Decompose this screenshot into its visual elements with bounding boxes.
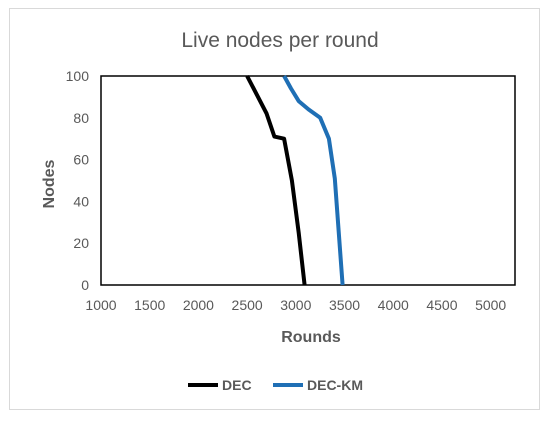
series-lines: [245, 75, 345, 286]
y-tick-label: 80: [73, 110, 89, 126]
tick-labels: 1000 1500 2000 2500 3000 3500 4000 4500 5000 0 20 4…: [66, 68, 507, 313]
x-tick-label: 1500: [134, 297, 165, 313]
x-tick-label: 3500: [329, 297, 360, 313]
x-tick-label: 1000: [85, 297, 116, 313]
x-tick-label: 2500: [232, 297, 263, 313]
y-axis-title: Nodes: [41, 159, 58, 208]
legend-label: DEC-KM: [307, 377, 363, 393]
x-axis-title: Rounds: [281, 329, 341, 346]
x-tick-label: 3000: [280, 297, 311, 313]
series-line-0: [245, 75, 307, 286]
y-tick-label: 60: [73, 152, 89, 168]
y-tick-label: 100: [66, 68, 90, 84]
plot-area: [100, 75, 516, 286]
line-chart: Live nodes per round 1000 1500 2000 2500 300…: [41, 29, 516, 393]
legend: DEC DEC-KM: [188, 377, 363, 393]
y-tick-label: 0: [81, 277, 89, 293]
x-tick-label: 4000: [378, 297, 409, 313]
chart-frame: Live nodes per round 1000 1500 2000 2500 300…: [9, 8, 540, 410]
chart-title: Live nodes per round: [181, 29, 378, 52]
y-tick-label: 40: [73, 193, 89, 209]
plot-border: [100, 75, 516, 286]
series-line-1: [282, 75, 345, 286]
y-tick-label: 20: [73, 235, 89, 251]
x-tick-label: 2000: [183, 297, 214, 313]
x-tick-label: 4500: [426, 297, 457, 313]
x-tick-label: 5000: [475, 297, 506, 313]
legend-label: DEC: [222, 377, 252, 393]
